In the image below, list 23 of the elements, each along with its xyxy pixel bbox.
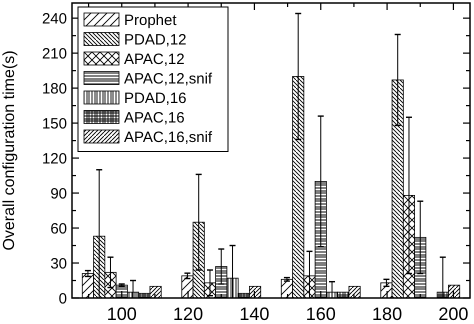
legend-label: APAC,16,snif	[124, 128, 213, 146]
legend-label: Prophet	[124, 12, 178, 29]
x-tick-label: 180	[372, 304, 402, 324]
y-tick-label: 120	[42, 150, 67, 168]
y-tick-label: 60	[50, 220, 67, 238]
legend-label: APAC,12	[124, 50, 185, 68]
y-tick-label: 240	[42, 10, 67, 28]
x-tick-label: 140	[239, 304, 270, 324]
y-tick-label: 30	[50, 255, 67, 272]
y-tick-label: 180	[42, 80, 67, 98]
y-tick-label: 90	[50, 185, 67, 202]
x-tick-label: 200	[438, 304, 468, 324]
legend-label: PDAD,16	[124, 90, 187, 107]
legend-label: PDAD,12	[124, 31, 187, 48]
y-axis-title: Overall configuration time(s)	[1, 50, 18, 251]
legend-label: APAC,16	[124, 109, 185, 126]
x-tick-label: 160	[306, 304, 336, 324]
x-tick-label: 120	[173, 304, 204, 324]
legend-label: APAC,12,snif	[124, 70, 213, 88]
y-tick-label: 150	[42, 115, 67, 132]
x-tick-label: 100	[106, 304, 137, 324]
y-tick-label: 210	[42, 45, 67, 62]
y-tick-label: 0	[58, 290, 67, 308]
